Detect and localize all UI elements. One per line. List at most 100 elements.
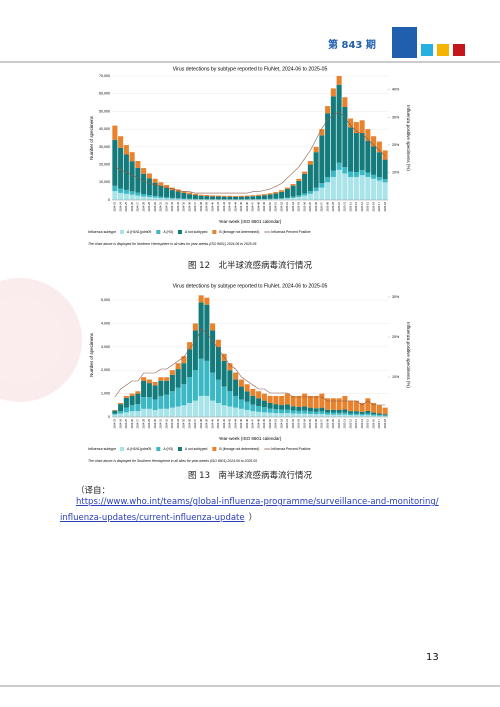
bar-segment bbox=[192, 195, 198, 199]
bar-segment bbox=[164, 187, 170, 198]
x-tick-label: 2024-23 bbox=[113, 201, 117, 211]
source-link[interactable]: influenza-updates/current-influenza-upda… bbox=[60, 511, 257, 523]
bar-segment bbox=[296, 410, 302, 414]
bar-segment bbox=[353, 413, 359, 416]
x-tick-label: 2024-47 bbox=[251, 201, 255, 211]
bar-segment bbox=[256, 391, 262, 399]
bar-segment bbox=[330, 96, 336, 171]
x-tick-label: 2024-30 bbox=[153, 418, 157, 428]
bar-segment bbox=[175, 363, 181, 370]
bar-segment bbox=[330, 409, 336, 413]
bar-segment bbox=[215, 346, 221, 380]
bar-segment bbox=[371, 136, 377, 147]
x-tick-label: 2025-15 bbox=[366, 201, 370, 211]
bar-segment bbox=[204, 297, 210, 305]
bar-segment bbox=[261, 412, 267, 417]
x-tick-label: 2025-05 bbox=[308, 418, 312, 428]
x-tick-label: 2025-16 bbox=[371, 418, 375, 428]
source-link[interactable]: https://www.who.int/teams/global-influen… bbox=[76, 497, 439, 507]
bar-segment bbox=[365, 129, 371, 141]
bar-segment bbox=[307, 395, 313, 408]
bar-segment bbox=[118, 188, 124, 193]
bar-segment bbox=[290, 184, 296, 186]
bar-segment bbox=[158, 182, 164, 186]
bar-segment bbox=[210, 330, 216, 373]
bar-segment bbox=[146, 178, 152, 196]
bar-segment bbox=[336, 409, 342, 413]
bar-segment bbox=[210, 372, 216, 401]
bar-segment bbox=[376, 180, 382, 200]
bar-segment bbox=[233, 379, 239, 396]
bar-segment bbox=[307, 161, 313, 165]
bar-segment bbox=[152, 381, 158, 386]
bar-segment bbox=[348, 171, 354, 177]
x-tick-label: 2024-50 bbox=[268, 418, 272, 428]
bar-segment bbox=[261, 393, 267, 401]
bar-segment bbox=[146, 196, 152, 200]
bar-segment bbox=[307, 411, 313, 414]
x-tick-label: 2024-43 bbox=[228, 201, 232, 211]
x-tick-label: 2025-03 bbox=[297, 201, 301, 211]
bar-segment bbox=[158, 196, 164, 199]
legend-label: A not subtyped bbox=[185, 447, 208, 451]
bar-segment bbox=[342, 167, 348, 174]
legend-label: A (H3) bbox=[163, 230, 173, 234]
chart-note: The chart above is displayed for Souther… bbox=[88, 459, 257, 463]
bar-segment bbox=[175, 198, 181, 200]
x-tick-label: 2024-50 bbox=[268, 201, 272, 211]
bar-segment bbox=[129, 395, 135, 406]
bar-segment bbox=[290, 410, 296, 414]
bar-segment bbox=[227, 363, 233, 371]
bar-segment bbox=[359, 120, 365, 134]
bar-segment bbox=[215, 339, 221, 347]
bar-segment bbox=[215, 195, 221, 197]
bar-segment bbox=[313, 414, 319, 417]
bar-segment bbox=[123, 145, 129, 155]
link[interactable]: https://www.who.int/teams/global-influen… bbox=[76, 497, 439, 507]
x-tick-label: 2024-49 bbox=[262, 418, 266, 428]
bar-segment bbox=[353, 415, 359, 417]
x-tick-label: 2024-28 bbox=[141, 201, 145, 211]
x-tick-label: 2024-28 bbox=[141, 418, 145, 428]
bar-segment bbox=[198, 395, 204, 417]
bar-segment bbox=[302, 410, 308, 414]
y-tick-label: 3,000 bbox=[101, 345, 110, 349]
bar-segment bbox=[365, 140, 371, 173]
source-suffix: ） bbox=[248, 513, 258, 523]
x-tick-label: 2025-04 bbox=[302, 201, 306, 211]
bar-segment bbox=[353, 400, 359, 412]
x-tick-label: 2024-44 bbox=[233, 418, 237, 428]
bar-segment bbox=[267, 412, 273, 417]
x-tick-label: 2024-24 bbox=[118, 201, 122, 211]
bar-segment bbox=[273, 192, 279, 194]
bar-segment bbox=[302, 193, 308, 196]
legend-swatch bbox=[156, 447, 161, 451]
link[interactable]: influenza-updates/current-influenza-upda… bbox=[60, 513, 245, 523]
bar-segment bbox=[330, 398, 336, 410]
bar-segment bbox=[198, 302, 204, 359]
bar-segment bbox=[152, 182, 158, 196]
x-tick-label: 2024-39 bbox=[205, 418, 209, 428]
bar-segment bbox=[284, 197, 290, 199]
bar-segment bbox=[359, 415, 365, 417]
x-tick-label: 2025-01 bbox=[285, 418, 289, 428]
x-tick-label: 2025-01 bbox=[285, 201, 289, 211]
bar-segment bbox=[330, 176, 336, 200]
x-tick-label: 2025-10 bbox=[337, 418, 341, 428]
legend-label: A not subtyped bbox=[185, 230, 208, 234]
legend-label: A (H1N1)pdm09 bbox=[127, 447, 151, 451]
bar-segment bbox=[279, 395, 285, 406]
bar-segment bbox=[353, 176, 359, 200]
bar-segment bbox=[382, 159, 388, 180]
x-tick-label: 2025-11 bbox=[343, 418, 347, 428]
x-tick-label: 2024-35 bbox=[182, 418, 186, 428]
bar-segment bbox=[342, 414, 348, 417]
x-tick-label: 2025-18 bbox=[383, 418, 387, 428]
y2-tick-label: 30% bbox=[392, 295, 400, 299]
x-tick-label: 2025-14 bbox=[360, 201, 364, 211]
bar-segment bbox=[175, 198, 181, 199]
bar-segment bbox=[152, 385, 158, 400]
x-tick-label: 2024-37 bbox=[193, 418, 197, 428]
bar-segment bbox=[164, 198, 170, 200]
x-tick-label: 2024-34 bbox=[176, 418, 180, 428]
